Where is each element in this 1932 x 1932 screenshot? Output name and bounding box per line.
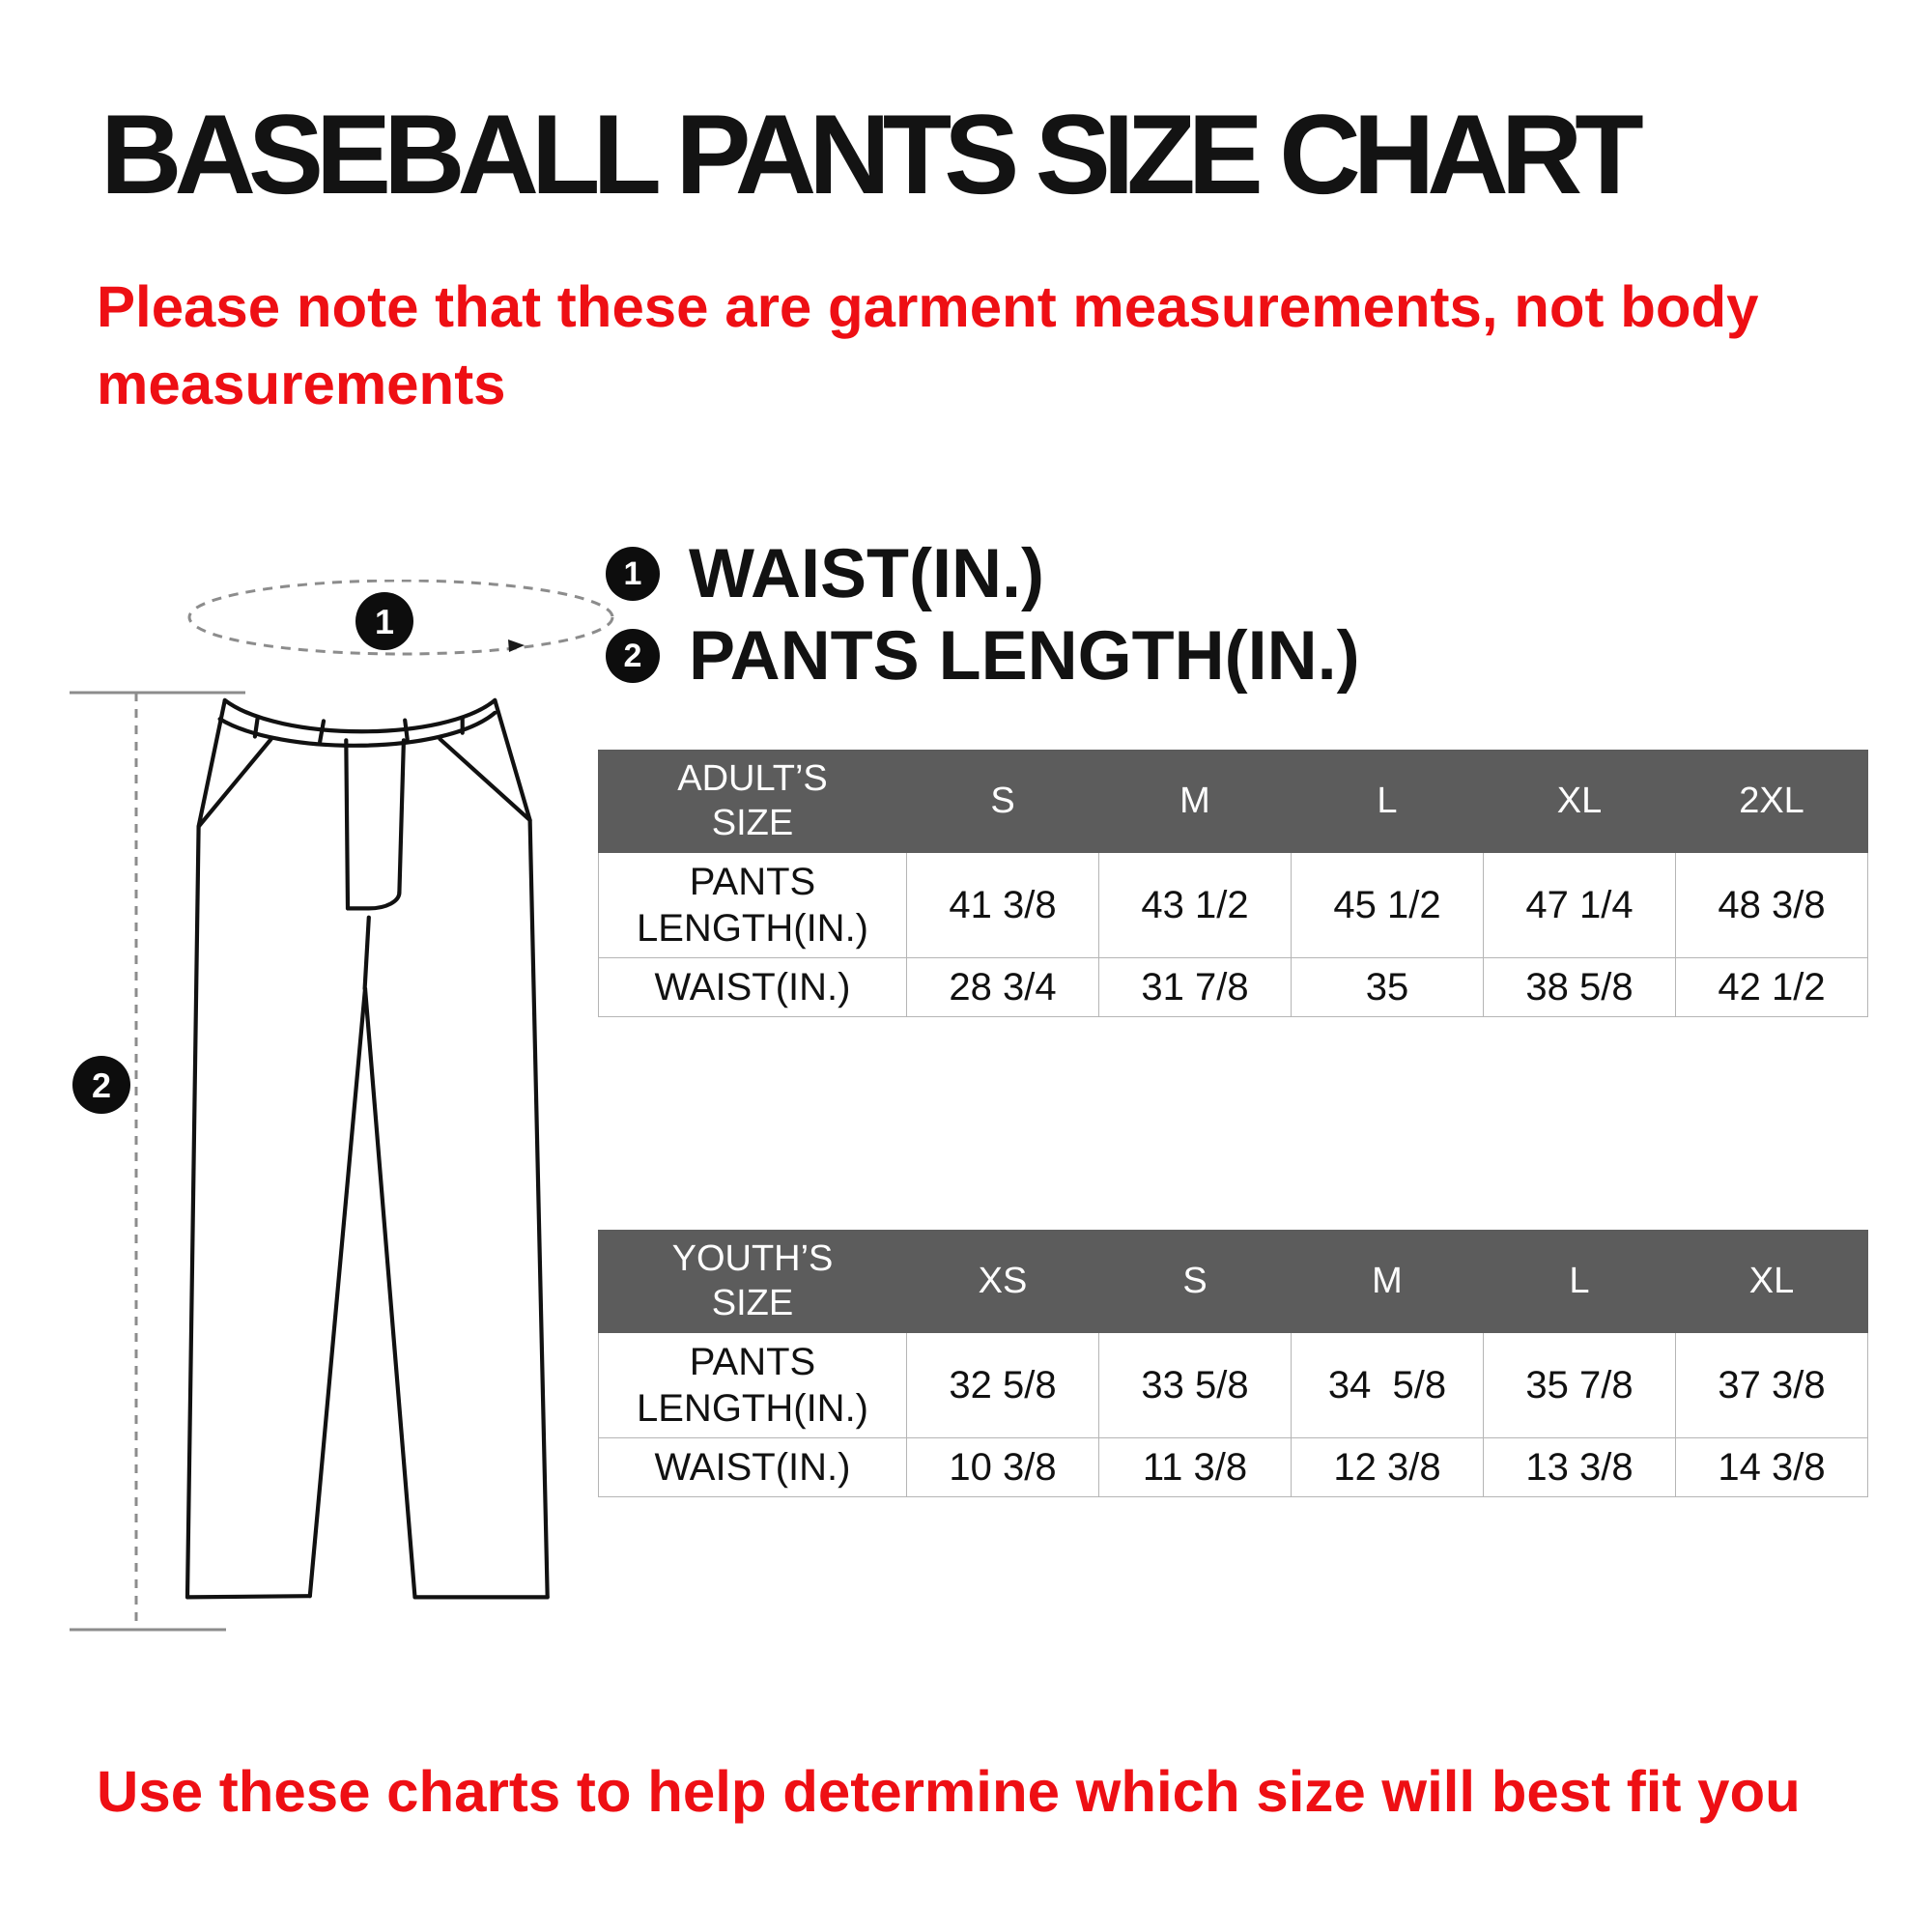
svg-text:2: 2: [92, 1065, 111, 1105]
svg-text:1: 1: [375, 602, 394, 641]
